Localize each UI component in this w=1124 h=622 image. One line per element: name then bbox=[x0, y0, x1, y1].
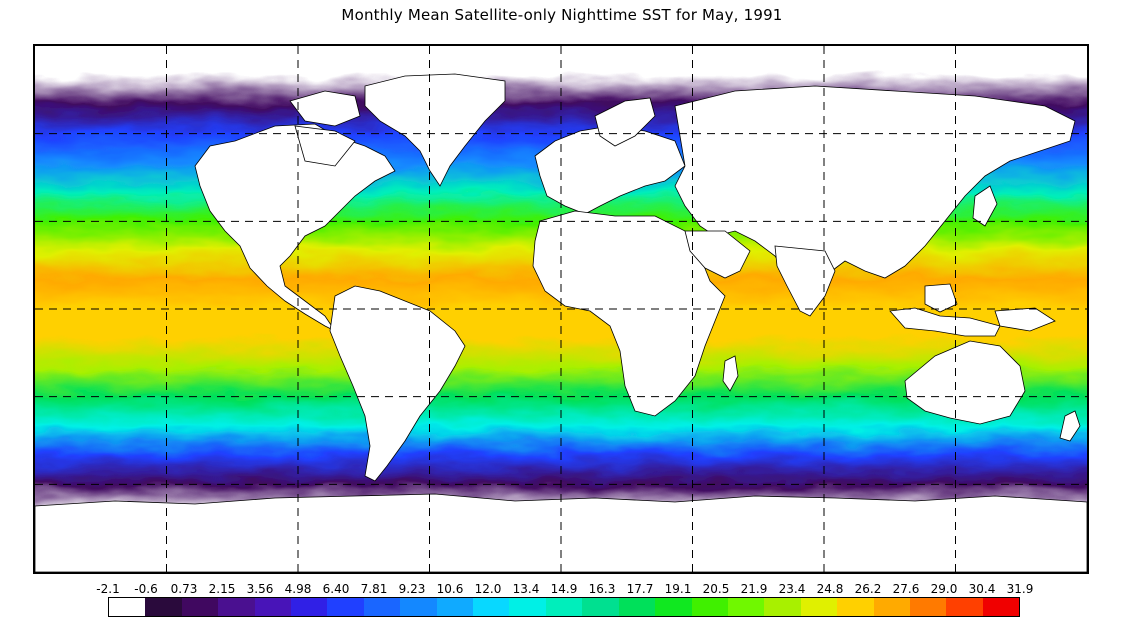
colorbar-swatch bbox=[764, 598, 801, 616]
colorbar-swatch bbox=[946, 598, 983, 616]
colorbar-swatch bbox=[909, 598, 947, 616]
colorbar-swatch bbox=[800, 598, 838, 616]
colorbar-swatch bbox=[363, 598, 401, 616]
colorbar-swatch bbox=[473, 598, 510, 616]
new-zealand bbox=[1059, 410, 1081, 442]
colorbar-swatch bbox=[655, 598, 692, 616]
colorbar-tick-label: 13.4 bbox=[512, 582, 540, 596]
colorbar-tick-label: 30.4 bbox=[968, 582, 996, 596]
europe bbox=[534, 125, 686, 215]
chart-title: Monthly Mean Satellite-only Nighttime SS… bbox=[341, 6, 783, 24]
colorbar-tick-label: 31.9 bbox=[1006, 582, 1034, 596]
colorbar-tick-label: 3.56 bbox=[246, 582, 274, 596]
colorbar-tick-label: 2.15 bbox=[208, 582, 236, 596]
colorbar-swatch bbox=[873, 598, 910, 616]
colorbar-legend: -2.1 -0.6 0.73 2.15 3.56 4.98 6.40 7.81 9.23 10.6… bbox=[96, 582, 1033, 618]
colorbar-tick-label: 4.98 bbox=[284, 582, 312, 596]
colorbar-tick-label: 7.81 bbox=[360, 582, 388, 596]
colorbar-tick-label: 6.40 bbox=[322, 582, 350, 596]
colorbar-swatch bbox=[982, 598, 1020, 616]
india bbox=[774, 245, 836, 317]
colorbar-tick-label: -0.6 bbox=[134, 582, 158, 596]
colorbar-swatch bbox=[545, 598, 583, 616]
colorbar-tick-label: -2.1 bbox=[96, 582, 120, 596]
colorbar-tick-label: 23.4 bbox=[778, 582, 806, 596]
colorbar-tick-label: 19.1 bbox=[664, 582, 692, 596]
colorbar-swatches bbox=[108, 597, 1020, 617]
greenland bbox=[364, 73, 506, 187]
colorbar-tick-label: 24.8 bbox=[816, 582, 844, 596]
colorbar-swatch bbox=[582, 598, 619, 616]
graticule bbox=[35, 46, 1087, 572]
colorbar-swatch bbox=[254, 598, 292, 616]
arctic-islands bbox=[289, 90, 361, 127]
antarctica bbox=[35, 493, 1087, 572]
borneo bbox=[924, 283, 958, 313]
asia bbox=[674, 85, 1076, 292]
colorbar-tick-label: 14.9 bbox=[550, 582, 578, 596]
colorbar-swatch bbox=[727, 598, 765, 616]
colorbar-swatch bbox=[109, 598, 146, 616]
colorbar-tick-label: 17.7 bbox=[626, 582, 654, 596]
colorbar-tick-label: 20.5 bbox=[702, 582, 730, 596]
colorbar-tick-label: 9.23 bbox=[398, 582, 426, 596]
africa bbox=[532, 210, 726, 417]
madagascar bbox=[722, 355, 739, 392]
sst-map bbox=[33, 44, 1089, 574]
south-america bbox=[329, 285, 466, 482]
colorbar-tick-label: 12.0 bbox=[474, 582, 502, 596]
colorbar-swatch bbox=[327, 598, 364, 616]
indonesia bbox=[889, 307, 1001, 337]
colorbar-swatch bbox=[291, 598, 328, 616]
sst-map-svg bbox=[35, 46, 1087, 572]
colorbar-swatch bbox=[837, 598, 874, 616]
colorbar-tick-label: 0.73 bbox=[170, 582, 198, 596]
colorbar-tick-label: 10.6 bbox=[436, 582, 464, 596]
colorbar-tick-label: 27.6 bbox=[892, 582, 920, 596]
hudson-region bbox=[294, 125, 356, 167]
arabia bbox=[684, 230, 751, 279]
colorbar-swatch bbox=[509, 598, 546, 616]
colorbar-swatch bbox=[218, 598, 255, 616]
colorbar-swatch bbox=[436, 598, 474, 616]
australia bbox=[904, 340, 1026, 425]
japan bbox=[972, 185, 998, 227]
colorbar-swatch bbox=[145, 598, 182, 616]
new-guinea bbox=[994, 307, 1056, 332]
colorbar-tick-label: 29.0 bbox=[930, 582, 958, 596]
colorbar-swatch bbox=[181, 598, 219, 616]
colorbar-tick-label: 16.3 bbox=[588, 582, 616, 596]
colorbar-tick-label: 21.9 bbox=[740, 582, 768, 596]
colorbar-swatch bbox=[618, 598, 656, 616]
colorbar-swatch bbox=[400, 598, 437, 616]
colorbar-tick-label: 26.2 bbox=[854, 582, 882, 596]
colorbar-swatch bbox=[691, 598, 728, 616]
